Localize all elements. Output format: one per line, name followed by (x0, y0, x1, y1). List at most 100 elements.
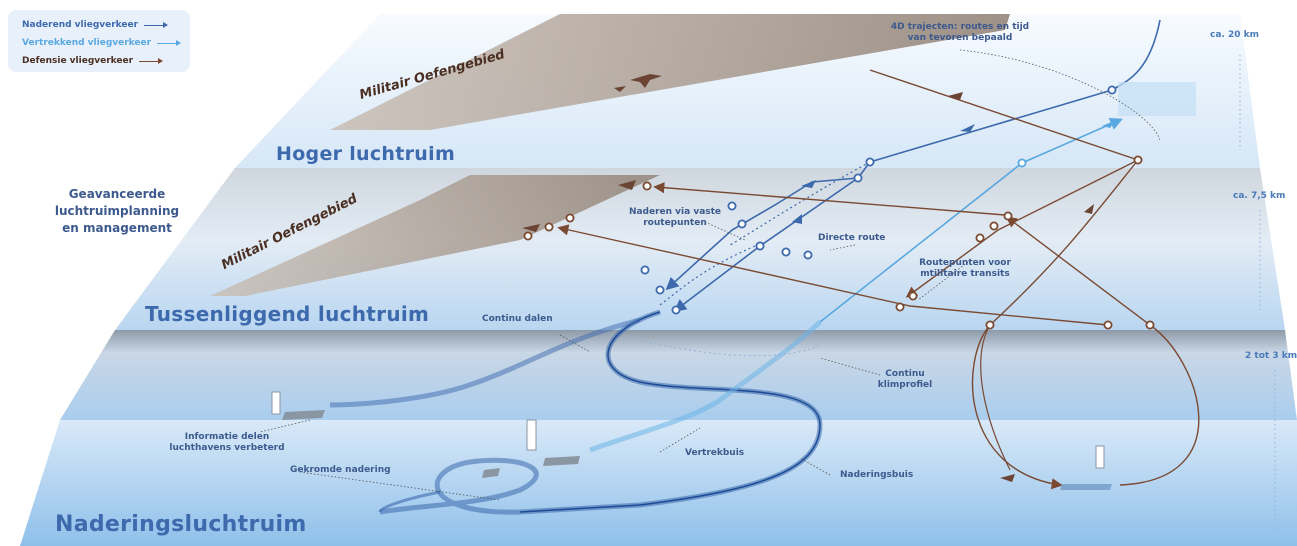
layer-title-approach: Naderingsluchtruim (55, 512, 307, 537)
annotation-4d-trajectories: 4D trajecten: routes en tijd van tevoren… (880, 22, 1040, 44)
leader-line (704, 221, 746, 241)
annotation-line: Naderen via vaste (628, 207, 722, 217)
defense-route-3 (557, 224, 1109, 326)
legend: Naderend vliegverkeer Vertrekkend vliegv… (8, 10, 190, 72)
side-label: Geavanceerde luchtruimplanning en manage… (42, 186, 192, 237)
defense-route-5 (1005, 216, 1200, 486)
runway-mid (543, 456, 580, 466)
leader-line (259, 419, 311, 433)
approach-tubes (329, 309, 823, 515)
leader-line (829, 244, 856, 251)
runways (282, 410, 1112, 490)
waypoint (640, 265, 650, 275)
waypoint (989, 221, 999, 231)
annotation-line: luchthavens verbeterd (169, 443, 285, 453)
military-plane-upper-right (948, 92, 963, 100)
runway-small (482, 468, 500, 478)
control-towers (271, 391, 1105, 469)
tower-left (271, 391, 281, 415)
annotation-line: Continu (885, 369, 925, 379)
defense-route-2 (653, 182, 1006, 216)
left-curved-tube (378, 490, 441, 513)
waypoint (544, 222, 554, 232)
annotation-line: klimprofiel (877, 380, 933, 390)
waypoint (975, 233, 985, 243)
legend-defense-label: Defensie vliegverkeer (22, 56, 134, 66)
waypoint (737, 219, 747, 229)
altitude-low: 2 tot 3 km (1245, 351, 1297, 361)
legend-departing-label: Vertrekkend vliegverkeer (22, 38, 152, 48)
waypoint (523, 231, 533, 241)
waypoint (853, 173, 863, 183)
waypoint (1107, 85, 1117, 95)
legend-arriving: Naderend vliegverkeer (22, 20, 169, 30)
arrow-right-icon (139, 57, 164, 64)
side-label-line: en management (62, 221, 172, 235)
waypoint (895, 302, 905, 312)
leader-line (959, 49, 1161, 141)
altitude-mid: ca. 7,5 km (1233, 191, 1286, 201)
waypoint (642, 181, 652, 191)
waypoint (908, 291, 918, 301)
waypoint (1103, 320, 1113, 330)
legend-departing: Vertrekkend vliegverkeer (22, 38, 182, 48)
military-jet-low (1000, 474, 1015, 482)
waypoint (985, 320, 995, 330)
annotation-line: 4D trajecten: routes en tijd (890, 22, 1030, 32)
arriving-route-3 (729, 161, 871, 246)
annotation-line: routepunten (643, 218, 707, 228)
waypoint (671, 305, 681, 315)
annotation-info-sharing: Informatie delen luchthavens verbeterd (162, 432, 292, 454)
annotation-line: van tevoren bepaald (907, 33, 1013, 43)
waypoint (1133, 155, 1143, 165)
waypoint (755, 241, 765, 251)
continuous-descent-tube-inner (519, 311, 821, 513)
descent-tube-dotted (639, 339, 821, 357)
legend-defense: Defensie vliegverkeer (22, 56, 164, 66)
annotation-continuous-descent: Continu dalen (482, 314, 553, 324)
departing-plane (1102, 120, 1116, 128)
leader-lines (259, 49, 1161, 501)
waypoint (565, 213, 575, 223)
arrow-right-icon (144, 21, 169, 28)
waypoints (523, 85, 1155, 330)
military-jet-mid-2 (522, 224, 540, 232)
arrow-right-icon (157, 39, 182, 46)
arrival-tube-left (329, 317, 641, 408)
leader-line (659, 427, 701, 453)
side-label-line: luchtruimplanning (54, 204, 180, 218)
approach-layer-plane (60, 330, 1297, 420)
ground-plane (20, 420, 1297, 546)
annotation-direct-route: Directe route (818, 233, 886, 243)
military-plane-right (1084, 204, 1094, 214)
leader-line (559, 334, 591, 353)
annotation-military-waypoints: Routepunten voor mtilitaire transits (905, 258, 1025, 280)
departure-tube (589, 320, 822, 453)
leader-line (799, 457, 831, 476)
altitude-top: ca. 20 km (1210, 30, 1259, 40)
runway-left (282, 410, 325, 420)
waypoint (781, 247, 791, 257)
military-jet-mid-1 (618, 180, 636, 190)
waypoint (727, 201, 737, 211)
departing-exit-gate (1118, 82, 1196, 116)
annotation-approach-tube: Naderingsbuis (840, 470, 914, 480)
arriving-plane-3 (792, 214, 802, 224)
annotation-departure-tube: Vertrekbuis (685, 448, 745, 458)
arriving-plane-2 (801, 180, 816, 188)
middle-military-zone (210, 175, 660, 296)
legend-arriving-label: Naderend vliegverkeer (22, 20, 139, 30)
tower-right (1095, 445, 1105, 469)
annotation-continuous-climb: Continu klimprofiel (875, 369, 935, 391)
layer-title-upper: Hoger luchtruim (276, 143, 456, 165)
waypoint (865, 157, 875, 167)
annotation-curved-approach: Gekromde nadering (290, 465, 391, 475)
leader-line (299, 471, 501, 501)
military-jet-small (614, 86, 626, 92)
tower-mid (526, 419, 537, 451)
defense-route-1 (869, 69, 1140, 298)
waypoint (803, 250, 813, 260)
waypoint (655, 285, 665, 295)
